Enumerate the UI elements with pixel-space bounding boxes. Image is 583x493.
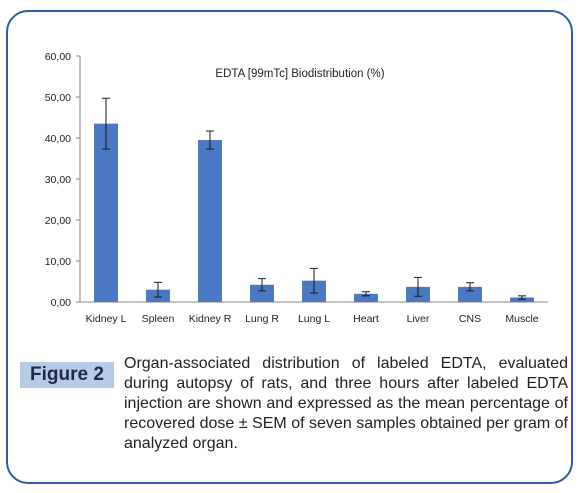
- y-tick-labels: 0,00 10,00 20,00 30,00 40,00 50,00 60,00: [45, 51, 71, 309]
- figure-caption-block: Figure 2 Organ-associated distribution o…: [20, 354, 570, 479]
- figure-label: Figure 2: [20, 362, 114, 388]
- y-tick-label: 50,00: [45, 92, 71, 104]
- bar-heart: [354, 293, 378, 302]
- error-bar-cns: [466, 282, 474, 292]
- error-bar-lung-l: [310, 267, 318, 294]
- x-tick-label: CNS: [459, 313, 481, 325]
- y-tick-label: 20,00: [45, 215, 71, 227]
- x-tick-labels: Kidney L Spleen Kidney R Lung R Lung L Heart L…: [86, 313, 539, 325]
- x-tick-label: Lung L: [298, 313, 330, 325]
- error-bar-kidney-l: [102, 97, 110, 150]
- x-tick-label: Kidney R: [189, 313, 232, 325]
- y-tick-label: 0,00: [51, 297, 72, 309]
- error-bar-muscle: [518, 295, 526, 300]
- chart-title: EDTA [99mTc] Biodistribution (%): [215, 68, 384, 80]
- bar-chart: EDTA [99mTc] Biodistribution (%) 0,00 10,…: [45, 51, 548, 325]
- figure-caption: Organ-associated distribution of labeled…: [124, 355, 568, 452]
- error-bar-lung-r: [258, 278, 266, 292]
- chart-error-bars: [102, 97, 526, 300]
- x-tick-label: Kidney L: [86, 313, 127, 325]
- y-tick-label: 10,00: [45, 256, 71, 268]
- y-tick-label: 30,00: [45, 174, 71, 186]
- bar-muscle: [510, 297, 534, 302]
- x-tick-label: Muscle: [505, 313, 538, 325]
- error-bar-spleen: [154, 281, 162, 298]
- bar-kidney-r: [198, 140, 222, 302]
- error-bar-kidney-r: [206, 130, 214, 150]
- error-bar-liver: [414, 276, 422, 297]
- bar-lung-r: [250, 284, 274, 302]
- x-tick-label: Spleen: [142, 313, 175, 325]
- chart-bars: [94, 123, 534, 303]
- bar-cns: [458, 286, 482, 302]
- x-tick-label: Lung R: [245, 313, 279, 325]
- bar-kidney-l: [94, 123, 118, 303]
- chart-axes: [76, 55, 548, 303]
- y-tick-label: 40,00: [45, 133, 71, 145]
- y-tick-label: 60,00: [45, 51, 71, 63]
- error-bar-heart: [362, 291, 370, 297]
- x-tick-label: Liver: [407, 313, 430, 325]
- x-tick-label: Heart: [353, 313, 379, 325]
